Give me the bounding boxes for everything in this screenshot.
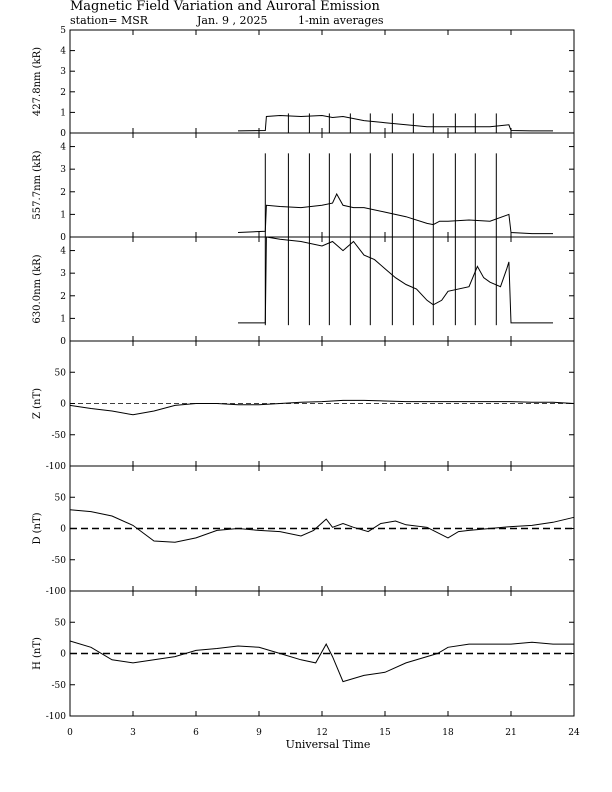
y-tick-label: -100	[46, 587, 66, 597]
x-axis-label: Universal Time	[286, 738, 371, 751]
y-tick-label: 2	[60, 188, 66, 198]
y-tick-label: 50	[55, 618, 67, 628]
chart-title: Magnetic Field Variation and Auroral Emi…	[70, 0, 380, 14]
panel-p6300: 0 1 2 3 4 630.0nm (kR)	[32, 236, 575, 347]
y-tick-label: 1	[60, 210, 66, 220]
x-tick-label: 6	[193, 728, 199, 738]
x-tick-label: 21	[505, 728, 516, 738]
y-tick-label: 3	[60, 165, 66, 175]
date-label: Jan. 9 , 2025	[196, 14, 268, 27]
y-axis-label: 427.8nm (kR)	[32, 47, 43, 116]
y-tick-label: -100	[46, 462, 66, 472]
y-tick-label: -50	[52, 681, 67, 691]
station-label: station= MSR	[70, 14, 149, 27]
x-tick-label: 12	[316, 728, 327, 738]
y-tick-label: 2	[60, 292, 66, 302]
panel-p4278: 0 1 2 3 4 5 427.8nm (kR)	[32, 26, 575, 139]
panel-frame	[69, 132, 575, 238]
panel-frame	[69, 465, 575, 592]
y-tick-label: -50	[52, 431, 67, 441]
y-tick-label: 0	[60, 233, 66, 243]
x-tick-label: 0	[67, 728, 73, 738]
y-tick-label: 0	[60, 129, 66, 139]
panel-frame	[69, 590, 575, 717]
series-line-pz	[69, 399, 575, 416]
y-tick-label: 1	[60, 314, 66, 324]
x-tick-label: 9	[256, 728, 262, 738]
x-tick-label: 24	[568, 728, 580, 738]
series-line-p5577	[237, 192, 553, 235]
x-tick-label: 3	[130, 728, 136, 738]
series-line-p4278	[237, 114, 553, 132]
series-line-ph	[69, 640, 574, 683]
y-tick-label: 1	[60, 108, 66, 118]
y-tick-label: 0	[60, 650, 66, 660]
y-axis-label: 630.0nm (kR)	[32, 254, 43, 323]
y-tick-label: 0	[60, 525, 66, 535]
y-tick-label: 3	[60, 269, 66, 279]
y-axis-label: D (nT)	[32, 512, 43, 544]
panel-frame	[69, 29, 575, 134]
panel-pz: -100 -50 0 50 Z (nT)	[32, 340, 575, 472]
y-axis-label: 557.7nm (kR)	[32, 150, 43, 219]
panel-frame	[69, 236, 575, 342]
averaging-label: 1-min averages	[298, 14, 384, 27]
y-tick-label: 50	[55, 493, 67, 503]
y-tick-label: -100	[46, 712, 66, 722]
y-tick-label: 2	[60, 88, 66, 98]
y-tick-label: 4	[60, 143, 66, 153]
y-axis-label: Z (nT)	[32, 388, 43, 419]
y-tick-label: 0	[60, 337, 66, 347]
y-tick-label: 4	[60, 47, 66, 57]
panel-p5577: 0 1 2 3 4 557.7nm (kR)	[32, 132, 575, 243]
series-line-pd	[69, 509, 575, 543]
y-tick-label: 5	[60, 26, 66, 36]
y-tick-label: 4	[60, 247, 66, 257]
y-tick-label: 3	[60, 67, 66, 77]
x-tick-label: 18	[442, 728, 454, 738]
x-tick-label: 15	[379, 728, 391, 738]
y-tick-label: 50	[55, 368, 67, 378]
panel-pd: -100 -50 0 50 D (nT)	[32, 465, 575, 597]
series-line-p6300	[238, 236, 553, 324]
y-axis-label: H (nT)	[32, 637, 43, 670]
y-tick-label: 0	[60, 400, 66, 410]
panel-ph: -100 -50 0 50 H (nT)	[32, 590, 575, 722]
y-tick-label: -50	[52, 556, 67, 566]
